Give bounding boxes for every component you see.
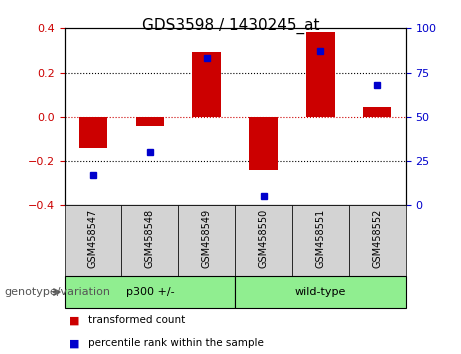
Bar <box>363 107 391 117</box>
Text: GSM458548: GSM458548 <box>145 209 155 268</box>
Bar <box>306 32 335 117</box>
Text: ■: ■ <box>69 315 80 325</box>
Text: GSM458549: GSM458549 <box>201 209 212 268</box>
Text: p300 +/-: p300 +/- <box>125 287 174 297</box>
Text: GSM458547: GSM458547 <box>88 209 98 268</box>
Text: GDS3598 / 1430245_at: GDS3598 / 1430245_at <box>142 18 319 34</box>
Bar <box>79 117 107 148</box>
Text: GSM458551: GSM458551 <box>315 209 325 268</box>
Text: wild-type: wild-type <box>295 287 346 297</box>
Bar <box>249 117 278 170</box>
Text: GSM458550: GSM458550 <box>259 209 269 268</box>
Bar <box>193 52 221 117</box>
Bar <box>121 205 178 276</box>
Bar <box>178 205 235 276</box>
Bar <box>65 276 235 308</box>
Bar <box>136 117 164 126</box>
Bar <box>349 205 406 276</box>
Text: percentile rank within the sample: percentile rank within the sample <box>88 338 264 348</box>
Bar <box>292 205 349 276</box>
Bar <box>235 205 292 276</box>
Text: genotype/variation: genotype/variation <box>5 287 111 297</box>
Bar <box>235 276 406 308</box>
Text: GSM458552: GSM458552 <box>372 209 382 268</box>
Text: ■: ■ <box>69 338 80 348</box>
Text: transformed count: transformed count <box>88 315 185 325</box>
Bar <box>65 205 121 276</box>
